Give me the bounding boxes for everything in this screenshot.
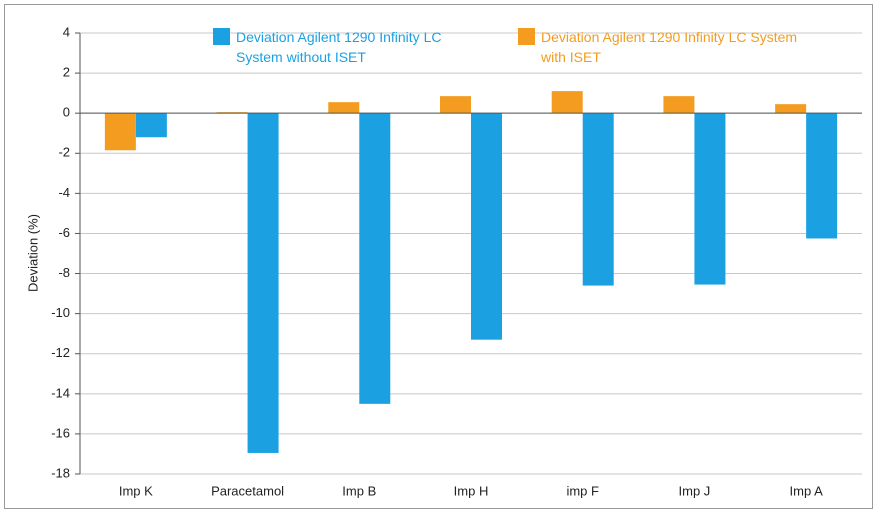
x-tick-label: Imp B <box>342 483 376 498</box>
y-tick-label: -2 <box>58 145 70 160</box>
x-tick-label: imp F <box>566 483 599 498</box>
y-tick-label: -12 <box>51 345 70 360</box>
y-tick-label: -10 <box>51 305 70 320</box>
bar <box>582 113 614 286</box>
y-tick-label: -16 <box>51 425 70 440</box>
y-tick-label: 4 <box>63 24 70 39</box>
bar <box>471 113 502 340</box>
x-tick-label: Imp J <box>679 483 711 498</box>
bar <box>328 102 360 114</box>
bar <box>663 96 695 114</box>
legend-item: Deviation Agilent 1290 Infinity LC Syste… <box>213 27 463 67</box>
bar <box>806 113 838 239</box>
legend-label: Deviation Agilent 1290 Infinity LC Syste… <box>541 29 798 65</box>
legend-swatch <box>213 28 230 45</box>
bar <box>551 91 583 114</box>
y-tick-label: -6 <box>58 225 70 240</box>
legend-label: Deviation Agilent 1290 Infinity LC Syste… <box>236 29 442 65</box>
x-tick-label: Paracetamol <box>211 483 284 498</box>
y-tick-label: 2 <box>63 65 70 80</box>
x-tick-label: Imp H <box>454 483 489 498</box>
y-tick-label: -4 <box>58 185 70 200</box>
bar <box>440 96 471 114</box>
bar <box>216 112 248 114</box>
bar <box>247 113 279 453</box>
y-axis-label: Deviation (%) <box>25 214 40 292</box>
y-tick-label: -8 <box>58 265 70 280</box>
bar <box>694 113 726 285</box>
x-tick-label: Imp A <box>790 483 824 498</box>
y-tick-label: -14 <box>51 385 70 400</box>
bar <box>104 113 136 151</box>
bar <box>359 113 391 404</box>
y-tick-label: 0 <box>63 105 70 120</box>
bar <box>135 113 167 138</box>
bar <box>775 104 807 114</box>
y-tick-label: -18 <box>51 465 70 480</box>
x-tick-label: Imp K <box>119 483 153 498</box>
legend-item: Deviation Agilent 1290 Infinity LC Syste… <box>518 27 803 67</box>
frame <box>4 4 873 509</box>
legend-swatch <box>518 28 535 45</box>
